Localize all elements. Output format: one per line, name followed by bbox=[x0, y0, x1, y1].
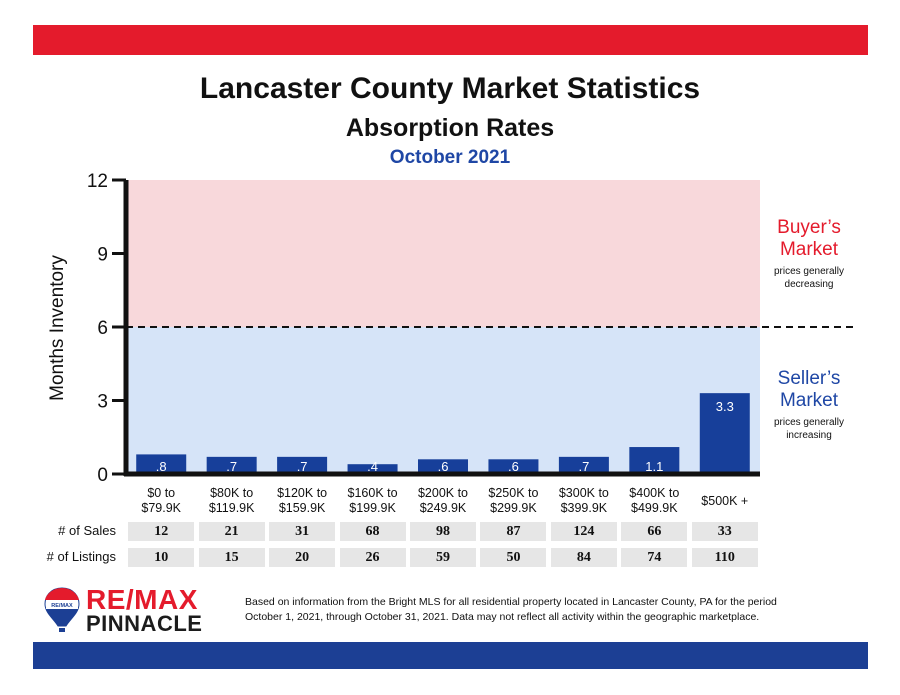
table-row-label: # of Listings bbox=[46, 549, 116, 564]
bar-value-label: .7 bbox=[297, 459, 308, 474]
table-cell: 26 bbox=[339, 548, 406, 567]
table-cell: 31 bbox=[269, 522, 336, 541]
table-cell: 110 bbox=[691, 548, 758, 567]
table-cell: 87 bbox=[480, 522, 547, 541]
table-cell: 10 bbox=[128, 548, 195, 567]
bar bbox=[347, 464, 398, 474]
bar-value-label: 3.3 bbox=[716, 399, 734, 414]
bar bbox=[206, 456, 257, 474]
x-tick-label: $0 to $79.9K bbox=[141, 486, 182, 515]
bar bbox=[699, 393, 750, 474]
bottom-blue-band bbox=[33, 642, 868, 669]
bar-value-label: .6 bbox=[438, 459, 449, 474]
bar bbox=[418, 459, 468, 474]
y-tick-label: 9 bbox=[97, 245, 108, 266]
bar bbox=[488, 459, 539, 474]
x-tick-label: $120K to $159.9K bbox=[277, 486, 328, 515]
footnote-line2: October 1, 2021, through October 31, 202… bbox=[245, 611, 760, 623]
buyers-market-label-line1: Buyer’s bbox=[777, 217, 841, 238]
y-tick-label: 12 bbox=[87, 171, 108, 192]
sellers-market-note-line2: increasing bbox=[786, 430, 832, 441]
y-axis-label: Months Inventory bbox=[47, 255, 68, 401]
source-footnote: Based on information from the Bright MLS… bbox=[245, 595, 865, 625]
buyers-market-label-line2: Market bbox=[779, 239, 839, 260]
table-cell: 124 bbox=[550, 522, 617, 541]
y-tick-label: 0 bbox=[97, 465, 108, 486]
table-cell: 98 bbox=[410, 522, 476, 541]
sellers-market-label-line2: Market bbox=[779, 390, 839, 411]
table-cell: 12 bbox=[128, 522, 195, 541]
x-tick-label: $80K to $119.9K bbox=[208, 486, 255, 515]
bar bbox=[629, 447, 680, 474]
remax-pinnacle-logo: RE/MAX RE/MAX PINNACLE bbox=[44, 584, 214, 636]
bar-value-label: .7 bbox=[226, 459, 237, 474]
table-cell: 59 bbox=[410, 548, 476, 567]
table-cell: 15 bbox=[198, 548, 265, 567]
y-tick-label: 6 bbox=[97, 318, 108, 339]
bar bbox=[277, 456, 328, 474]
bar-value-label: .7 bbox=[578, 459, 589, 474]
x-tick-label: $500K + bbox=[701, 494, 749, 508]
table-cell: 66 bbox=[621, 522, 688, 541]
x-tick-label: $400K to $499.9K bbox=[629, 486, 680, 515]
balloon-text: RE/MAX bbox=[51, 603, 73, 609]
buyers-market-label: Buyer’s Market bbox=[754, 217, 864, 261]
sellers-market-label-line1: Seller’s bbox=[777, 368, 841, 389]
sellers-market-note: prices generally increasing bbox=[754, 416, 864, 442]
report-period: October 2021 bbox=[389, 147, 511, 168]
buyers-market-zone bbox=[126, 180, 760, 327]
bar-value-label: 1.1 bbox=[645, 459, 663, 474]
table-cell: 68 bbox=[339, 522, 406, 541]
hot-air-balloon-icon: RE/MAX bbox=[44, 587, 80, 632]
page-subtitle: Absorption Rates bbox=[345, 114, 555, 142]
x-tick-label: $300K to $399.9K bbox=[558, 486, 609, 515]
table-cell: 21 bbox=[198, 522, 265, 541]
table-cell: 20 bbox=[269, 548, 336, 567]
bar-value-label: .4 bbox=[367, 459, 378, 474]
buyers-market-note: prices generally decreasing bbox=[754, 265, 864, 291]
sellers-market-note-line1: prices generally bbox=[773, 417, 845, 428]
bar-value-label: .6 bbox=[508, 459, 519, 474]
page-title: Lancaster County Market Statistics bbox=[199, 72, 701, 105]
table-cell: 84 bbox=[550, 548, 617, 567]
x-tick-label: $160K to $199.9K bbox=[347, 486, 398, 515]
table-cell: 33 bbox=[691, 522, 758, 541]
x-tick-label: $250K to $299.9K bbox=[488, 486, 539, 515]
bar-value-label: .8 bbox=[156, 459, 167, 474]
bar bbox=[136, 454, 187, 474]
logo-brand: RE/MAX bbox=[86, 584, 198, 615]
buyers-market-note-line2: decreasing bbox=[784, 279, 834, 290]
buyers-market-note-line1: prices generally bbox=[773, 266, 845, 277]
table-cell: 74 bbox=[621, 548, 688, 567]
sellers-market-label: Seller’s Market bbox=[754, 368, 864, 412]
y-tick-label: 3 bbox=[97, 392, 108, 413]
table-cell: 50 bbox=[480, 548, 547, 567]
table-row-label: # of Sales bbox=[58, 523, 116, 538]
logo-office: PINNACLE bbox=[86, 611, 203, 636]
bar bbox=[558, 456, 609, 474]
footnote-line1: Based on information from the Bright MLS… bbox=[245, 596, 777, 608]
x-tick-label: $200K to $249.9K bbox=[417, 486, 469, 515]
top-red-band bbox=[33, 25, 868, 55]
